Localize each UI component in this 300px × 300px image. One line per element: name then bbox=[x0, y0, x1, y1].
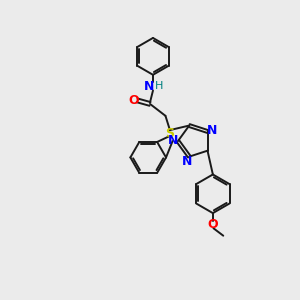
Text: N: N bbox=[182, 155, 193, 169]
Text: N: N bbox=[207, 124, 217, 137]
Text: H: H bbox=[155, 81, 164, 91]
Text: N: N bbox=[144, 80, 154, 93]
Text: N: N bbox=[167, 134, 178, 147]
Text: S: S bbox=[165, 127, 174, 140]
Text: O: O bbox=[208, 218, 218, 231]
Text: O: O bbox=[128, 94, 139, 107]
